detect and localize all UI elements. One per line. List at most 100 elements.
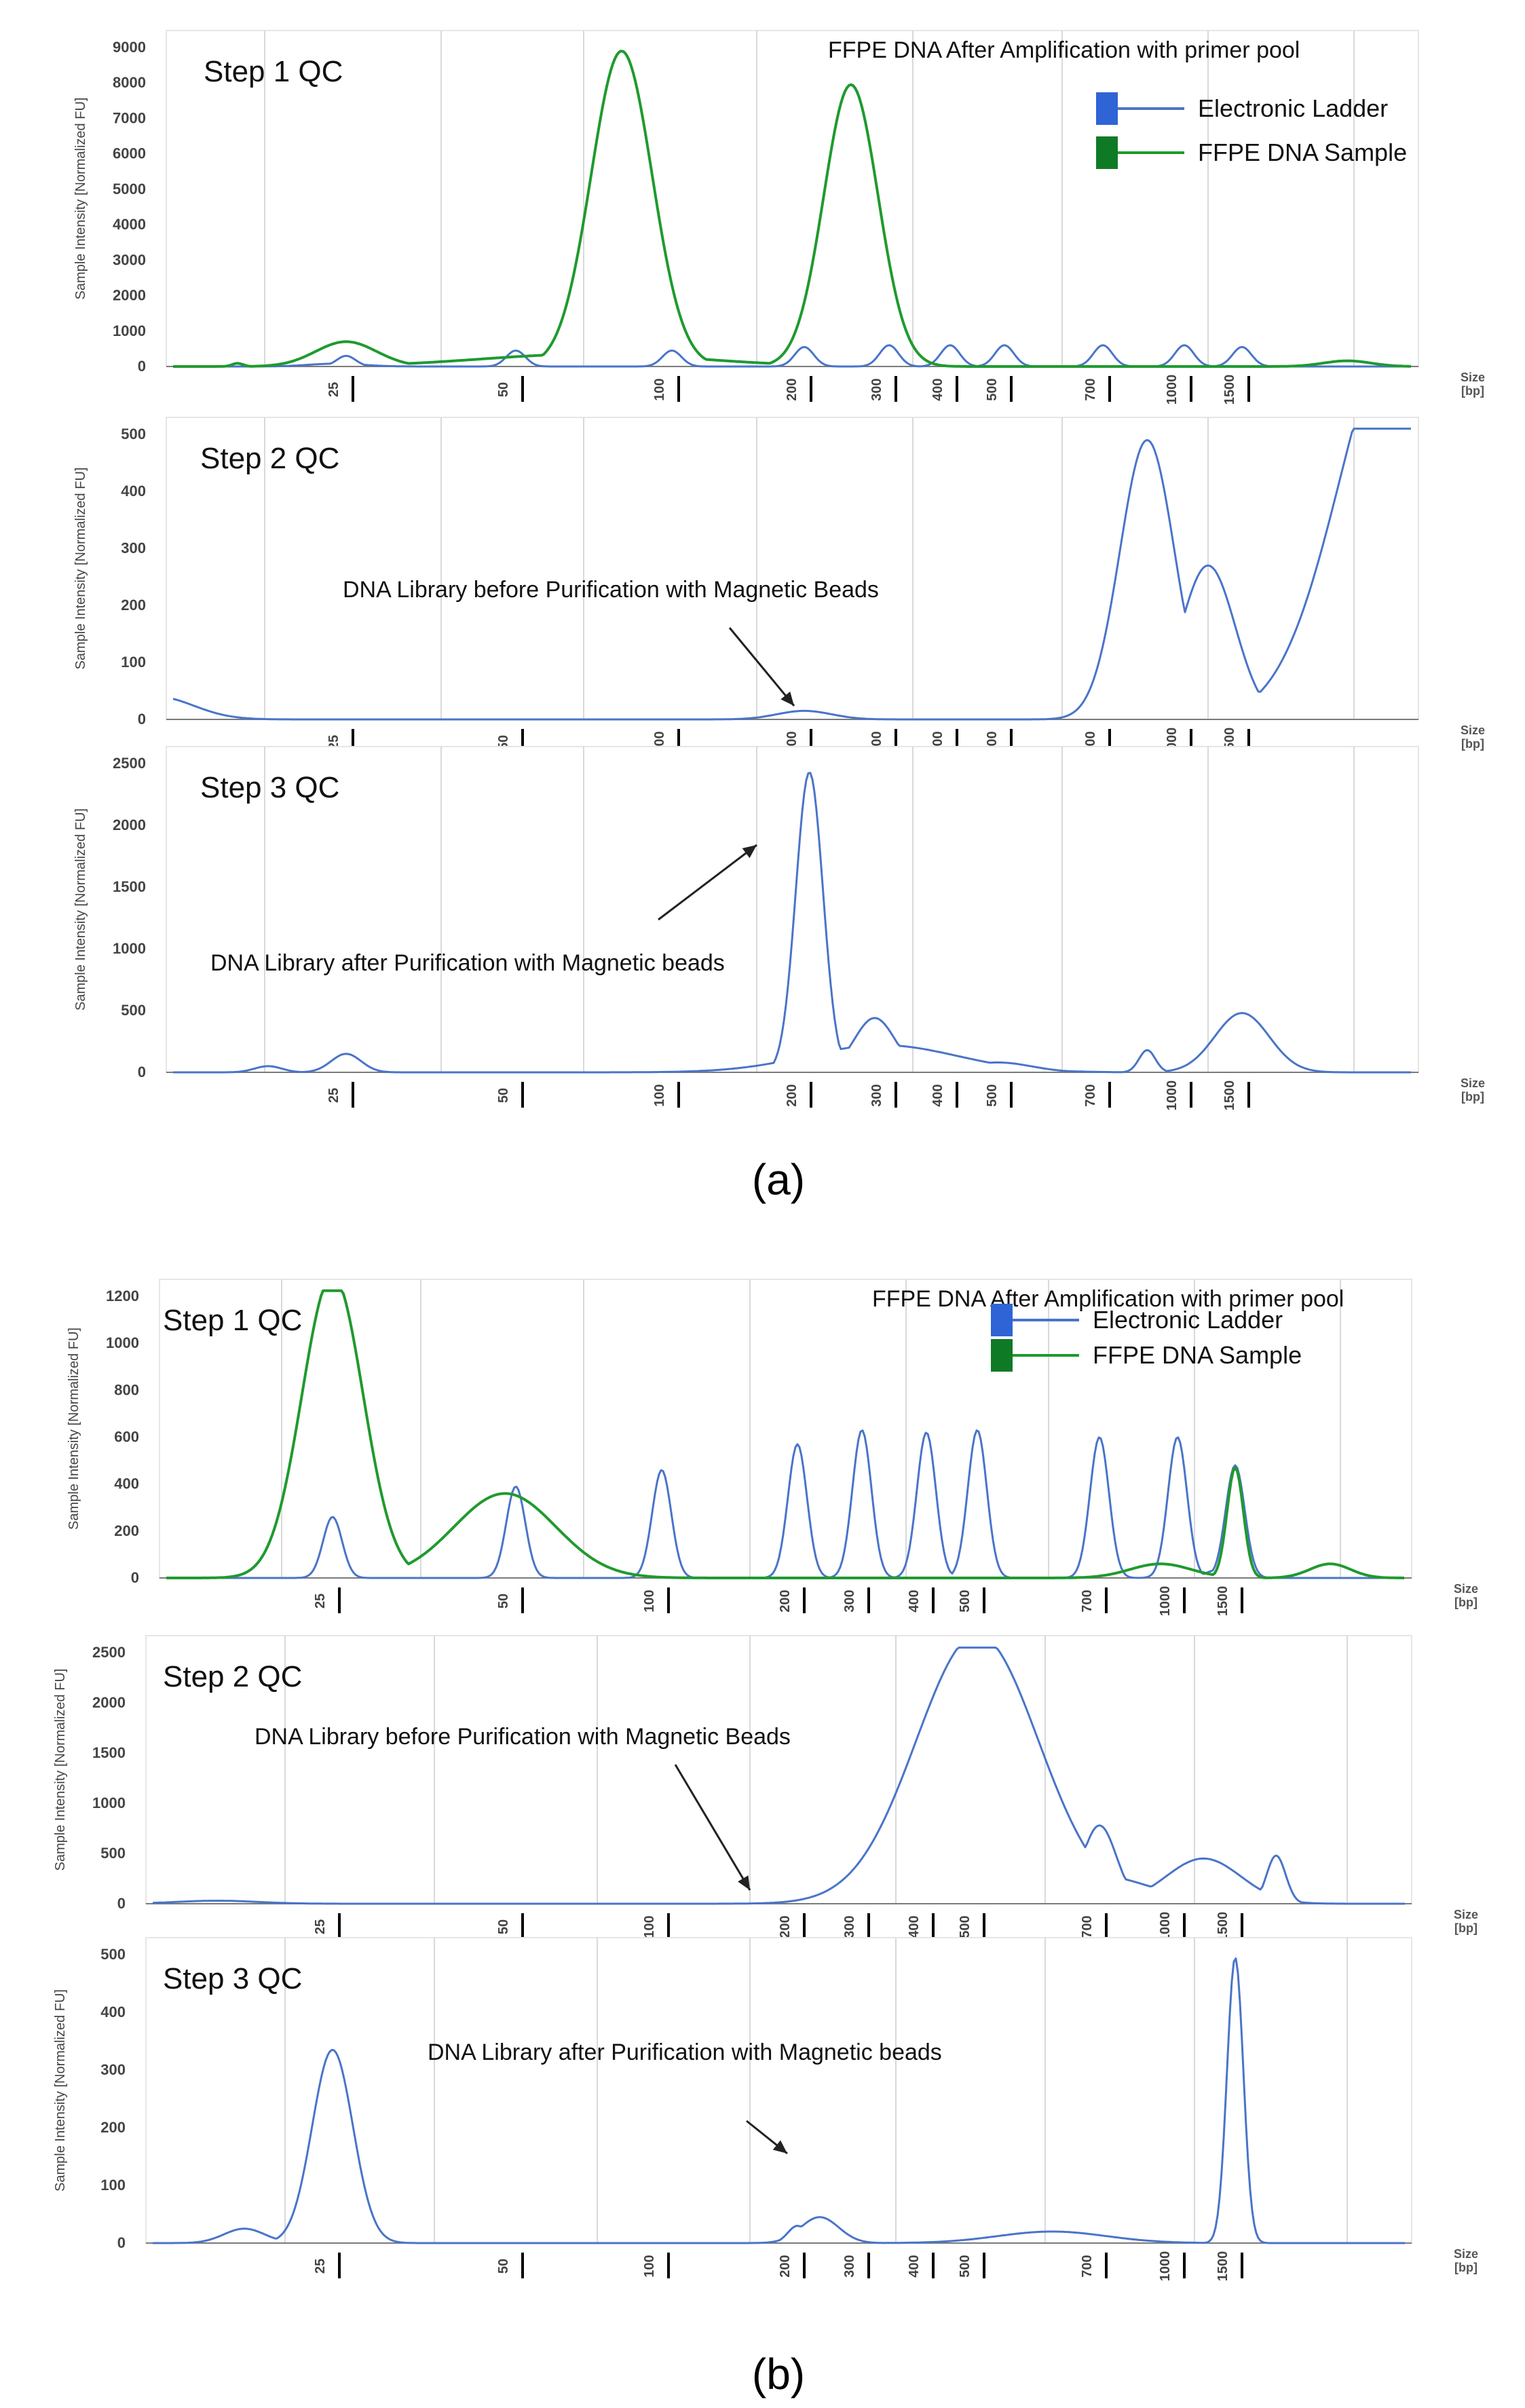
y-tick-label: 2500: [113, 755, 146, 772]
x-tick-label: 700: [1080, 2255, 1095, 2277]
annotation-arrowhead: [772, 2140, 787, 2153]
x-tick-label: 50: [496, 382, 511, 397]
y-tick-label: 500: [100, 1845, 126, 1862]
chart-subtitle: FFPE DNA After Amplification with primer…: [872, 1286, 1344, 1312]
x-tick-label: 500: [958, 1589, 973, 1612]
x-tick-label: 700: [1083, 1084, 1098, 1106]
y-tick-label: 0: [138, 1064, 146, 1080]
legend-entry: FFPE DNA Sample: [1198, 138, 1407, 166]
x-tick-label: 25: [313, 2259, 328, 2274]
x-tick-label: 400: [930, 1084, 945, 1106]
y-tick-label: 9000: [113, 39, 146, 56]
annotation-arrowhead: [738, 1875, 750, 1890]
y-tick-label: 600: [114, 1429, 139, 1446]
chart-panel-b-1: 0 200 400 600 800 1000 1200 Sample Intensity [N…: [67, 1279, 1478, 1616]
legend-ladder-swatch: [991, 1304, 1013, 1336]
size-unit-label: [bp]: [1461, 384, 1484, 398]
y-tick-label: 4000: [113, 216, 146, 233]
x-tick-label: 1500: [1216, 1586, 1230, 1617]
annotation-label: DNA Library before Purification with Mag…: [255, 1724, 791, 1750]
y-axis-label: Sample Intensity [Normalized FU]: [67, 1328, 81, 1530]
size-label: Size: [1454, 1908, 1478, 1921]
y-tick-label: 3000: [113, 251, 146, 268]
step-title: Step 3 QC: [163, 1962, 302, 1995]
x-tick-label: 200: [778, 1915, 793, 1938]
y-tick-label: 500: [100, 1946, 126, 1963]
x-tick-label: 50: [496, 1594, 511, 1609]
size-label: Size: [1461, 371, 1485, 384]
size-label: Size: [1461, 723, 1485, 737]
annotation-label: DNA Library after Purification with Magn…: [428, 2039, 942, 2065]
sample-trace: [166, 1289, 1404, 1579]
annotation-label: DNA Library after Purification with Magn…: [210, 950, 725, 976]
x-tick-label: 1000: [1158, 2251, 1173, 2282]
y-tick-label: 300: [121, 540, 146, 557]
ladder-trace: [166, 1429, 1404, 1579]
legend-ladder-swatch: [1096, 92, 1118, 125]
x-tick-label: 300: [869, 378, 884, 400]
step-title: Step 1 QC: [163, 1304, 302, 1337]
x-tick-label: 50: [496, 1088, 511, 1103]
y-tick-label: 2000: [113, 287, 146, 304]
size-unit-label: [bp]: [1461, 737, 1484, 751]
x-tick-label: 700: [1080, 1589, 1095, 1612]
y-tick-label: 0: [138, 358, 146, 375]
y-tick-label: 100: [121, 654, 146, 671]
x-tick-label: 200: [785, 1084, 799, 1106]
y-tick-label: 1500: [92, 1744, 126, 1761]
y-tick-label: 5000: [113, 181, 146, 197]
x-tick-label: 100: [642, 2255, 657, 2277]
plot-area: [166, 30, 1419, 367]
y-tick-label: 800: [114, 1381, 139, 1398]
legend-entry: Electronic Ladder: [1198, 94, 1388, 122]
x-tick-label: 1500: [1222, 1080, 1237, 1111]
ladder-trace: [172, 428, 1411, 721]
y-tick-label: 200: [100, 2119, 126, 2136]
size-unit-label: [bp]: [1461, 1090, 1484, 1104]
x-tick-label: 25: [326, 1088, 341, 1103]
x-tick-label: 500: [958, 2255, 973, 2277]
y-tick-label: 2500: [92, 1644, 126, 1661]
y-tick-label: 7000: [113, 109, 146, 126]
x-tick-label: 50: [496, 1919, 511, 1934]
y-tick-label: 2000: [92, 1694, 126, 1711]
x-tick-label: 100: [642, 1589, 657, 1612]
step-title: Step 3 QC: [200, 771, 339, 804]
x-tick-label: 1500: [1216, 2251, 1230, 2282]
size-unit-label: [bp]: [1454, 2261, 1477, 2274]
x-tick-label: 1000: [1158, 1586, 1173, 1617]
x-tick-label: 1500: [1222, 375, 1237, 405]
chart-panel-b-2: 0 500 1000 1500 2000 2500 Sample Intensity [No…: [53, 1635, 1478, 1942]
plot-area: [166, 746, 1419, 1073]
x-tick-label: 400: [907, 1589, 922, 1612]
x-tick-label: 200: [778, 1589, 793, 1612]
y-tick-label: 0: [138, 711, 146, 728]
y-tick-label: 1000: [113, 940, 146, 957]
annotation-arrow: [658, 844, 757, 921]
x-tick-label: 300: [842, 2255, 857, 2277]
y-tick-label: 1500: [113, 878, 146, 895]
y-tick-label: 0: [117, 1895, 126, 1912]
ladder-trace: [173, 772, 1411, 1074]
chart-panel-a-1: 0 1000 2000 3000 4000 5000 6000 7000 8000 9000 Sam…: [73, 30, 1485, 405]
size-label: Size: [1461, 1076, 1485, 1090]
x-tick-label: 500: [958, 1915, 973, 1938]
legend-sample-swatch: [1096, 136, 1118, 169]
y-tick-label: 1200: [106, 1287, 139, 1304]
x-tick-label: 300: [869, 1084, 884, 1106]
panel-b-caption: (b): [752, 2350, 805, 2398]
x-tick-label: 1000: [1165, 1080, 1180, 1111]
sample-trace: [173, 50, 1412, 368]
y-tick-label: 1000: [92, 1794, 126, 1811]
size-label: Size: [1454, 1582, 1478, 1596]
ladder-trace: [152, 1647, 1405, 1905]
annotation-arrow: [674, 1764, 751, 1891]
size-unit-label: [bp]: [1454, 1921, 1477, 1935]
y-tick-label: 1000: [106, 1334, 139, 1351]
ladder-trace: [153, 1957, 1405, 2244]
annotation-arrowhead: [742, 845, 757, 859]
y-tick-label: 200: [121, 597, 146, 614]
plot-area: [166, 417, 1419, 720]
x-tick-label: 400: [930, 378, 945, 400]
